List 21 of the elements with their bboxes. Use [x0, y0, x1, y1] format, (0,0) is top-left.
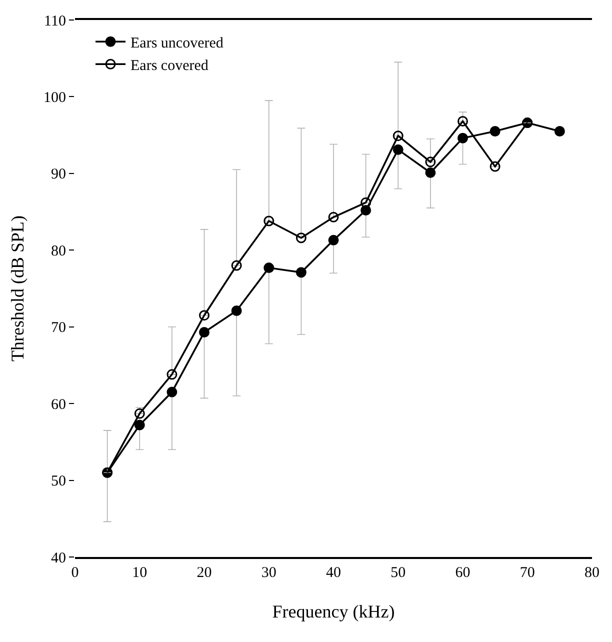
y-tick-label: 100	[44, 90, 66, 106]
x-axis-title: Frequency (kHz)	[272, 601, 395, 622]
y-tick-label: 50	[51, 474, 66, 490]
legend-label: Ears uncovered	[130, 35, 224, 52]
y-tick-label: 80	[51, 243, 66, 260]
x-tick-label: 30	[261, 564, 276, 581]
y-axis-title: Threshold (dB SPL)	[8, 216, 28, 362]
x-tick-label: 0	[71, 564, 79, 581]
x-tick-label: 50	[390, 564, 406, 581]
legend-label: Ears covered	[130, 58, 209, 74]
x-tick-label: 60	[455, 564, 470, 581]
y-tick-label: 60	[51, 396, 66, 413]
x-tick-label: 70	[520, 564, 535, 581]
y-tick-label: 40	[51, 550, 66, 566]
y-tick-label: 90	[51, 166, 66, 183]
x-tick-label: 10	[132, 564, 148, 581]
x-tick-label: 40	[326, 564, 341, 581]
x-tick-label: 80	[584, 564, 600, 581]
x-tick-label: 20	[196, 564, 212, 581]
y-tick-label: 110	[44, 13, 66, 30]
y-tick-label: 70	[51, 320, 66, 336]
